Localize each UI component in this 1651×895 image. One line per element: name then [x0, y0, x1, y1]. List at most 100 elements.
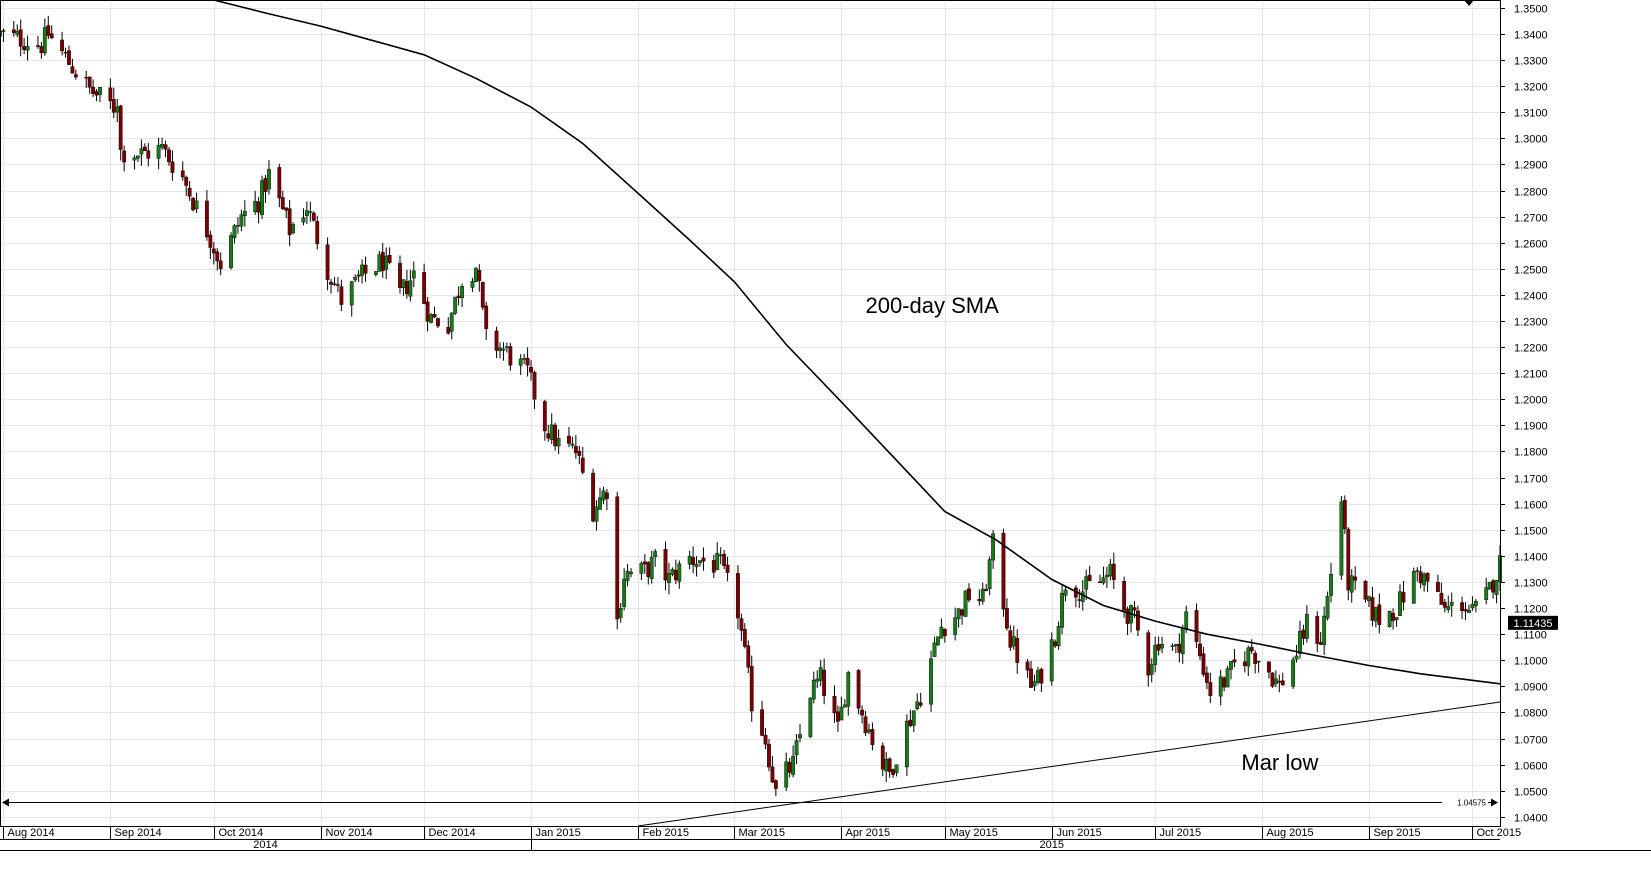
- candle-body: [387, 254, 392, 263]
- candle-body: [887, 758, 892, 772]
- candle-body: [194, 200, 199, 210]
- candle-body: [436, 318, 440, 327]
- candle-body: [1060, 592, 1064, 628]
- candle-body: [508, 346, 513, 366]
- candle-body: [1329, 574, 1333, 596]
- candle-body: [18, 29, 23, 47]
- x-tick-label: Aug 2015: [1267, 827, 1314, 839]
- candle-body: [1373, 606, 1378, 622]
- candle-body: [818, 667, 823, 681]
- candle-body: [722, 553, 727, 566]
- y-tick-label: 1.1800: [1514, 447, 1548, 459]
- candle-body: [91, 86, 96, 94]
- candle-body: [839, 706, 844, 721]
- candle-body: [1418, 571, 1423, 584]
- candle-body: [94, 91, 99, 96]
- candle-body: [1442, 601, 1447, 608]
- candle-body: [156, 145, 161, 159]
- candle-body: [356, 274, 361, 277]
- candle-body: [1256, 660, 1261, 663]
- candle-body: [1298, 631, 1302, 654]
- candle-body: [404, 281, 409, 295]
- candle-body: [180, 170, 185, 178]
- candle-body: [1053, 641, 1058, 647]
- candle-body: [880, 745, 885, 770]
- x-tick-label: Oct 2014: [219, 827, 264, 839]
- candle-body: [1132, 607, 1137, 611]
- candle-body: [529, 366, 533, 373]
- candle-body: [615, 496, 620, 620]
- y-tick-label: 1.2100: [1514, 369, 1548, 381]
- candle-body: [132, 157, 137, 161]
- candle-body: [473, 267, 478, 283]
- x-tick-label: Jan 2015: [536, 827, 581, 839]
- candle-body: [1160, 644, 1164, 649]
- y-tick-label: 1.0700: [1514, 735, 1548, 747]
- candle-body: [73, 74, 78, 78]
- candle-body: [549, 424, 554, 440]
- candle-body: [15, 31, 20, 35]
- candle-body: [556, 438, 561, 447]
- candle-body: [98, 87, 102, 95]
- candle-body: [422, 272, 427, 304]
- y-tick-label: 1.2300: [1514, 317, 1548, 329]
- candle-body: [1004, 608, 1009, 629]
- candle-body: [211, 248, 216, 254]
- candle-body: [484, 305, 489, 330]
- x-tick-label: Jul 2015: [1160, 827, 1202, 839]
- candle-body: [787, 762, 792, 773]
- candle-body: [1025, 661, 1030, 671]
- candle-body: [1063, 589, 1068, 596]
- y-tick-label: 1.0800: [1514, 708, 1548, 720]
- candle-body: [63, 51, 68, 54]
- candle-body: [960, 609, 964, 616]
- candle-body: [667, 573, 671, 583]
- candle-body: [1180, 628, 1185, 655]
- candle-body: [1415, 570, 1420, 572]
- candle-body: [1342, 499, 1347, 530]
- candle-body: [808, 697, 813, 737]
- candle-body: [1449, 601, 1454, 606]
- candle-body: [236, 225, 240, 227]
- y-tick-label: 1.1500: [1514, 526, 1548, 538]
- candle-body: [915, 701, 920, 710]
- candle-body: [332, 283, 337, 285]
- candle-body: [1084, 576, 1089, 590]
- candle-body: [1422, 573, 1427, 586]
- candle-body: [139, 148, 144, 155]
- x-tick-label: Jun 2015: [1057, 827, 1102, 839]
- candle-body: [715, 552, 720, 571]
- candle-body: [1315, 616, 1320, 644]
- candle-body: [601, 490, 606, 501]
- candle-body: [84, 76, 89, 79]
- candle-body: [1170, 645, 1175, 647]
- candle-body: [663, 549, 668, 581]
- candle-body: [525, 357, 530, 366]
- candle-body: [1294, 655, 1299, 660]
- candle-body: [1377, 604, 1382, 625]
- candle-body: [1325, 596, 1330, 619]
- candle-body: [1029, 668, 1033, 688]
- candle-body: [1253, 652, 1258, 664]
- candle-body: [677, 563, 682, 582]
- candle-body: [1322, 615, 1327, 645]
- candle-body: [260, 180, 264, 215]
- candle-body: [325, 244, 330, 280]
- candle-body: [232, 225, 237, 238]
- candle-body: [553, 424, 558, 447]
- candle-body: [1173, 644, 1178, 647]
- candle-body: [670, 569, 675, 575]
- candle-body: [687, 555, 692, 565]
- candle-body: [567, 435, 571, 444]
- candle-body: [811, 679, 816, 700]
- candle-body: [336, 284, 340, 286]
- candle-body: [308, 211, 313, 213]
- x-tick-label: Sep 2015: [1374, 827, 1421, 839]
- current-price-marker: 1.11435: [1508, 615, 1558, 630]
- candle-body: [480, 282, 485, 308]
- candle-body: [542, 401, 547, 432]
- candle-body: [691, 557, 696, 566]
- candle-body: [411, 270, 416, 279]
- annotation-mar-low-label: Mar low: [1241, 750, 1318, 775]
- candle-body: [122, 150, 127, 163]
